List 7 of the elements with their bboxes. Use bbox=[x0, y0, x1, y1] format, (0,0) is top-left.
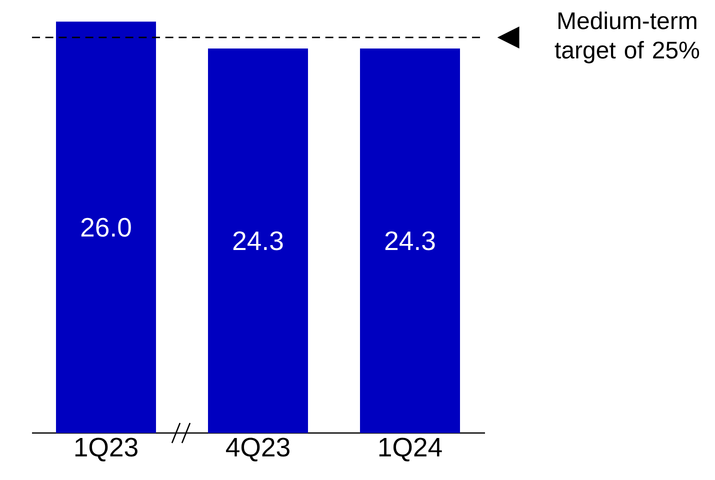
x-tick-label: 1Q23 bbox=[75, 438, 138, 462]
x-tick-label: 4Q23 bbox=[226, 438, 290, 462]
x-tick-label: 1Q24 bbox=[379, 438, 442, 462]
ref-line-label: Medium-term target of 25% bbox=[554, 12, 700, 64]
data-label: 26.0 bbox=[81, 218, 131, 237]
data-label: 24.3 bbox=[385, 231, 435, 250]
data-label: 24.3 bbox=[233, 231, 283, 250]
